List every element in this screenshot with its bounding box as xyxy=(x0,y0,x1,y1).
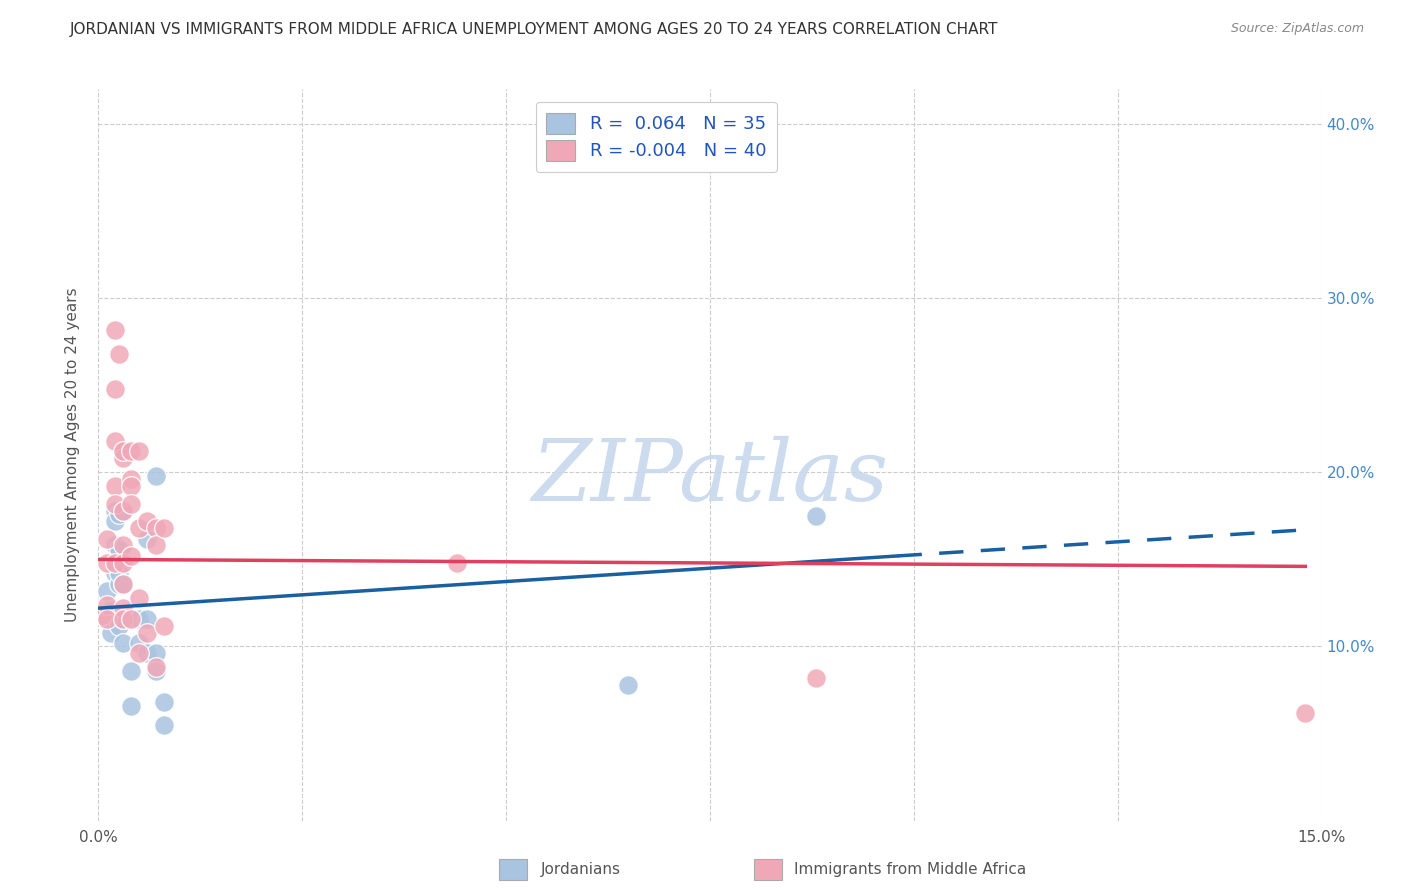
Point xyxy=(91,608,114,623)
Point xyxy=(96,583,118,598)
Text: ZIPatlas: ZIPatlas xyxy=(531,435,889,518)
Point xyxy=(120,497,142,511)
Text: Immigrants from Middle Africa: Immigrants from Middle Africa xyxy=(794,863,1026,877)
Legend: R =  0.064   N = 35, R = -0.004   N = 40: R = 0.064 N = 35, R = -0.004 N = 40 xyxy=(536,102,778,171)
Point xyxy=(120,444,142,458)
Point xyxy=(111,539,134,553)
Point xyxy=(104,566,127,581)
Point xyxy=(111,612,134,626)
Point xyxy=(145,539,167,553)
Point xyxy=(111,444,134,458)
Point xyxy=(804,671,827,685)
Point xyxy=(145,664,167,678)
Point xyxy=(100,625,122,640)
Point xyxy=(108,566,131,581)
Point xyxy=(111,576,134,591)
Point xyxy=(111,503,134,517)
Point xyxy=(136,647,159,661)
Point xyxy=(120,698,142,713)
Point xyxy=(128,591,150,605)
Y-axis label: Unemployment Among Ages 20 to 24 years: Unemployment Among Ages 20 to 24 years xyxy=(65,287,80,623)
Point xyxy=(91,608,114,623)
Point xyxy=(120,479,142,493)
Point xyxy=(145,521,167,535)
Point xyxy=(1294,706,1316,720)
Point xyxy=(111,451,134,466)
Point xyxy=(804,508,827,523)
Point xyxy=(111,444,134,458)
Point xyxy=(120,612,142,626)
Point xyxy=(446,556,468,570)
Point xyxy=(136,514,159,528)
Point xyxy=(128,647,150,661)
Point xyxy=(120,664,142,678)
Point xyxy=(111,636,134,650)
Point xyxy=(128,444,150,458)
Point xyxy=(145,660,167,674)
Point xyxy=(104,503,127,517)
Point xyxy=(111,576,134,591)
Point xyxy=(104,514,127,528)
Point xyxy=(104,382,127,396)
Point xyxy=(108,347,131,361)
Point xyxy=(120,472,142,486)
Text: JORDANIAN VS IMMIGRANTS FROM MIDDLE AFRICA UNEMPLOYMENT AMONG AGES 20 TO 24 YEAR: JORDANIAN VS IMMIGRANTS FROM MIDDLE AFRI… xyxy=(70,22,998,37)
Point xyxy=(111,612,134,626)
Point xyxy=(104,479,127,493)
Point xyxy=(128,612,150,626)
Point xyxy=(104,608,127,623)
Point xyxy=(108,618,131,632)
Point xyxy=(108,541,131,556)
Point xyxy=(108,507,131,521)
Point xyxy=(104,539,127,553)
Point xyxy=(104,434,127,448)
Point xyxy=(96,532,118,546)
Point xyxy=(152,618,174,632)
Point xyxy=(100,603,122,617)
Point xyxy=(120,549,142,563)
Point xyxy=(152,695,174,709)
Point xyxy=(104,556,127,570)
Point xyxy=(111,503,134,517)
Point xyxy=(128,521,150,535)
Point xyxy=(152,521,174,535)
Point xyxy=(152,718,174,732)
Point xyxy=(96,556,118,570)
Point xyxy=(136,625,159,640)
Point xyxy=(96,612,118,626)
Point xyxy=(104,497,127,511)
Point xyxy=(111,556,134,570)
Point xyxy=(617,678,640,692)
Point xyxy=(111,601,134,615)
Point xyxy=(104,322,127,336)
Point xyxy=(108,576,131,591)
Text: Jordanians: Jordanians xyxy=(541,863,621,877)
Point xyxy=(145,647,167,661)
Text: Source: ZipAtlas.com: Source: ZipAtlas.com xyxy=(1230,22,1364,36)
Point xyxy=(136,612,159,626)
Point xyxy=(96,612,118,626)
Point xyxy=(136,532,159,546)
Point xyxy=(145,468,167,483)
Point xyxy=(96,598,118,612)
Point xyxy=(128,636,150,650)
Point xyxy=(120,612,142,626)
